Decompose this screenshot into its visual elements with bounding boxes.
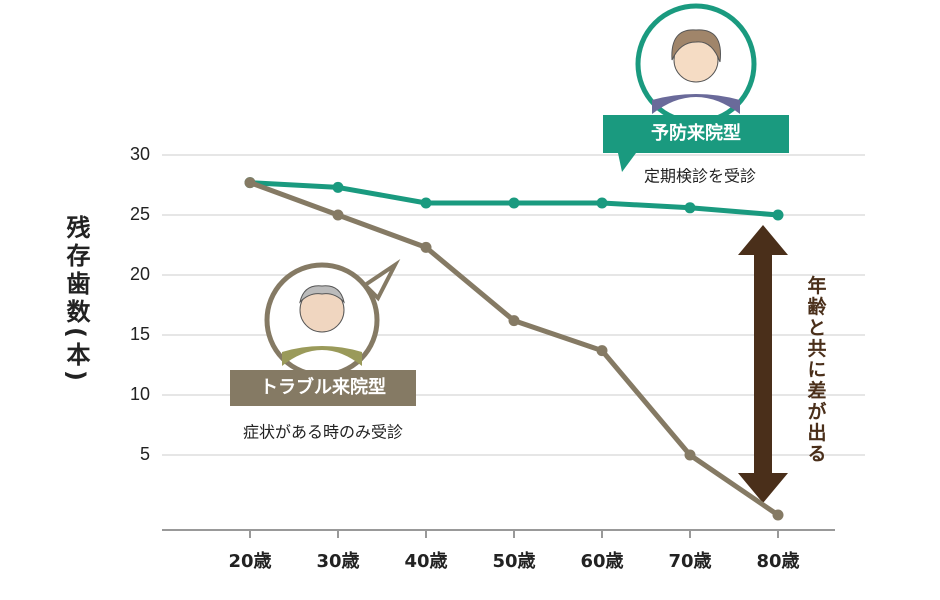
series-description: 定期検診を受診 <box>644 167 756 186</box>
point <box>332 181 344 193</box>
point <box>596 197 608 209</box>
point <box>508 197 520 209</box>
series-label: 予防来院型 <box>651 122 741 144</box>
point <box>596 345 608 357</box>
y-axis-label: 残存歯数(本) <box>62 215 90 385</box>
avatar-trouble <box>264 259 401 378</box>
point <box>332 209 344 221</box>
gap-arrow <box>738 225 788 503</box>
x-tick-label: 40歳 <box>404 551 447 572</box>
annotation: 年齢と共に差が出る <box>805 274 827 464</box>
x-tick-label: 80歳 <box>756 551 799 572</box>
label-box <box>603 115 789 153</box>
label-box <box>230 370 416 406</box>
x-tick-label: 70歳 <box>668 551 711 572</box>
series-description: 症状がある時のみ受診 <box>243 423 403 442</box>
point <box>684 449 696 461</box>
y-tick-label: 15 <box>130 324 150 344</box>
series-label: トラブル来院型 <box>260 376 386 398</box>
y-tick-label: 25 <box>130 204 150 224</box>
y-tick-label: 10 <box>130 384 150 404</box>
y-tick-label: 20 <box>130 264 150 284</box>
point <box>244 177 256 189</box>
avatar-prevent <box>635 3 757 125</box>
y-tick-label: 5 <box>140 444 150 464</box>
point <box>684 202 696 214</box>
x-tick-label: 20歳 <box>228 551 271 572</box>
label-tail <box>618 153 636 172</box>
point <box>772 209 784 221</box>
x-tick-label: 50歳 <box>492 551 535 572</box>
point <box>772 509 784 521</box>
x-tick-label: 60歳 <box>580 551 623 572</box>
point <box>420 241 432 253</box>
x-tick-label: 30歳 <box>316 551 359 572</box>
point <box>420 197 432 209</box>
point <box>508 315 520 327</box>
y-tick-label: 30 <box>130 144 150 164</box>
